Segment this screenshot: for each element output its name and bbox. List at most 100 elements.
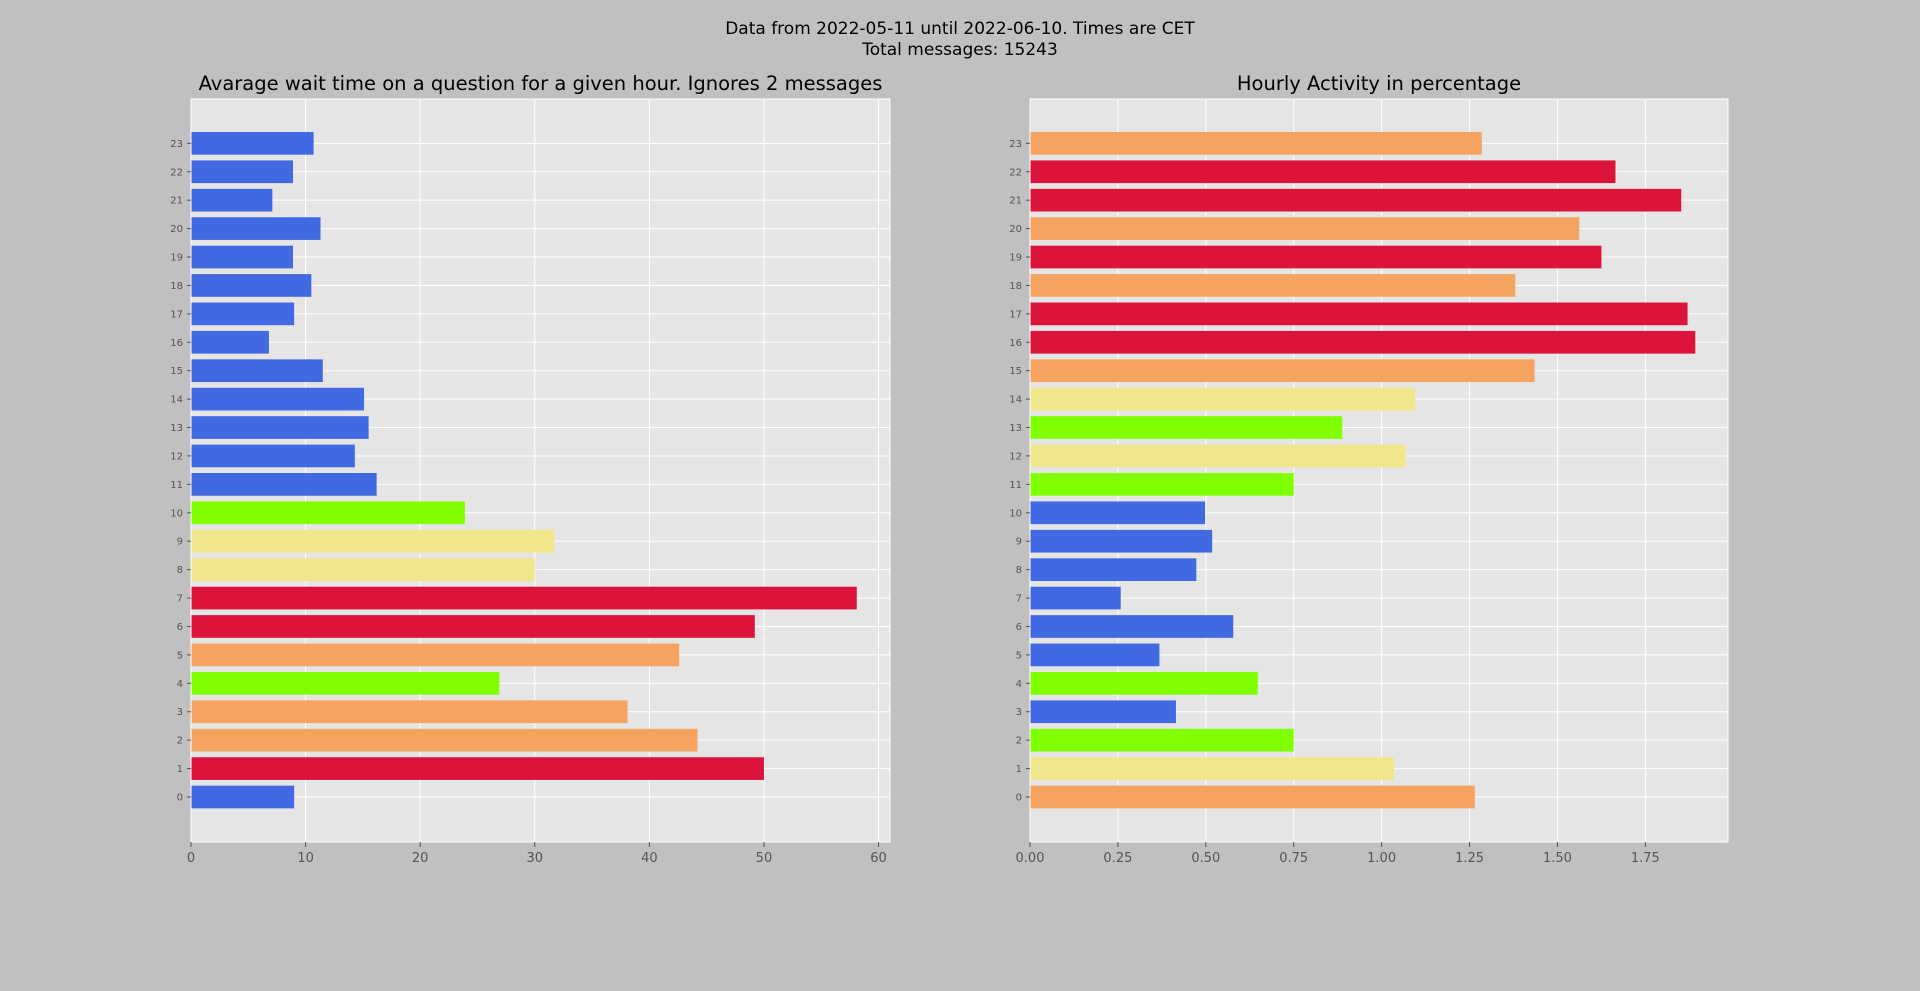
wait-ytick-label: 19 [170, 253, 183, 264]
wait-ytick-label: 11 [170, 480, 183, 491]
activity-bar-hour-2 [1030, 728, 1294, 752]
wait-bar-hour-17 [191, 302, 295, 326]
wait-axes-frame [190, 98, 891, 843]
wait-bar-hour-6 [191, 615, 755, 638]
wait-bar-hour-22 [191, 160, 293, 184]
wait-bar-hour-14 [191, 387, 365, 411]
activity-bar-hour-3 [1030, 700, 1176, 724]
wait-bar-hour-23 [191, 131, 314, 155]
activity-ytick-label: 22 [1009, 167, 1022, 178]
wait-ytick-label: 1 [177, 764, 183, 775]
activity-ytick-label: 14 [1009, 395, 1022, 406]
wait-ytick-label: 15 [170, 366, 183, 377]
wait-chart-title: Avarage wait time on a question for a gi… [199, 72, 883, 95]
activity-ytick-label: 13 [1009, 423, 1022, 434]
wait-xtick-label: 0 [187, 851, 195, 866]
wait-ytick-label: 9 [177, 537, 183, 548]
activity-ytick-label: 6 [1016, 622, 1022, 633]
wait-ytick-label: 18 [170, 281, 183, 292]
activity-ytick-label: 10 [1009, 508, 1022, 519]
activity-ytick-label: 21 [1009, 196, 1022, 207]
wait-ytick-label: 3 [177, 707, 183, 718]
wait-ytick-label: 21 [170, 196, 183, 207]
activity-ytick-label: 1 [1016, 764, 1022, 775]
activity-bar-hour-0 [1030, 785, 1475, 809]
suptitle-line-2: Total messages: 15243 [861, 40, 1058, 60]
activity-ytick-label: 16 [1009, 338, 1022, 349]
activity-bar-hour-22 [1030, 160, 1616, 184]
activity-bar-hour-17 [1030, 302, 1688, 326]
wait-xtick-label: 20 [412, 851, 429, 866]
activity-xtick-label: 0.50 [1191, 851, 1220, 866]
wait-bar-hour-8 [191, 558, 535, 581]
wait-ytick-label: 7 [177, 594, 183, 605]
wait-ytick-label: 10 [170, 508, 183, 519]
wait-bar-hour-2 [191, 728, 698, 752]
wait-xtick-label: 10 [297, 851, 314, 866]
activity-ytick-label: 3 [1016, 707, 1022, 718]
wait-xtick-label: 50 [756, 851, 773, 866]
activity-bar-hour-1 [1030, 757, 1394, 780]
wait-bar-hour-12 [191, 444, 355, 468]
wait-ytick-label: 12 [170, 451, 183, 462]
wait-xtick-label: 60 [870, 851, 887, 866]
activity-ytick-label: 18 [1009, 281, 1022, 292]
wait-ytick-label: 23 [170, 139, 183, 150]
activity-axes-frame [1029, 98, 1729, 843]
activity-bar-hour-21 [1030, 188, 1682, 212]
activity-bar-hour-10 [1030, 501, 1206, 525]
activity-bar-hour-23 [1030, 131, 1482, 155]
wait-ytick-label: 22 [170, 167, 183, 178]
activity-ytick-label: 17 [1009, 309, 1022, 320]
activity-bar-hour-8 [1030, 558, 1197, 581]
activity-bar-hour-16 [1030, 330, 1696, 354]
activity-bar-hour-5 [1030, 643, 1160, 667]
wait-bar-hour-1 [191, 757, 764, 780]
activity-bar-hour-11 [1030, 473, 1294, 496]
activity-ytick-label: 0 [1016, 793, 1022, 804]
wait-bar-hour-11 [191, 473, 377, 496]
activity-bar-hour-4 [1030, 671, 1258, 695]
activity-xtick-label: 1.50 [1543, 851, 1572, 866]
wait-bar-hour-9 [191, 529, 555, 553]
activity-xtick-label: 1.00 [1367, 851, 1396, 866]
wait-ytick-label: 6 [177, 622, 183, 633]
activity-xtick-label: 0.00 [1016, 851, 1045, 866]
wait-ytick-label: 4 [177, 679, 183, 690]
wait-bar-hour-18 [191, 274, 312, 297]
activity-xtick-label: 1.75 [1631, 851, 1660, 866]
activity-ytick-label: 4 [1016, 679, 1022, 690]
activity-ytick-label: 11 [1009, 480, 1022, 491]
wait-ytick-label: 13 [170, 423, 183, 434]
wait-ytick-label: 14 [170, 395, 183, 406]
activity-bar-hour-19 [1030, 245, 1602, 269]
wait-bar-hour-0 [191, 785, 295, 809]
activity-ytick-label: 15 [1009, 366, 1022, 377]
activity-bar-hour-6 [1030, 615, 1234, 638]
activity-xtick-label: 0.75 [1279, 851, 1308, 866]
wait-bar-hour-3 [191, 700, 628, 724]
wait-bar-hour-15 [191, 359, 323, 383]
wait-bar-hour-21 [191, 188, 273, 212]
wait-ytick-label: 5 [177, 650, 183, 661]
activity-xtick-label: 1.25 [1455, 851, 1484, 866]
wait-xtick-label: 30 [526, 851, 543, 866]
wait-xtick-label: 40 [641, 851, 658, 866]
activity-chart-title: Hourly Activity in percentage [1237, 72, 1521, 95]
wait-bar-hour-13 [191, 416, 369, 439]
wait-ytick-label: 20 [170, 224, 183, 235]
wait-bar-hour-7 [191, 586, 857, 610]
activity-ytick-label: 19 [1009, 253, 1022, 264]
activity-ytick-label: 12 [1009, 451, 1022, 462]
wait-bar-hour-5 [191, 643, 680, 667]
wait-bar-hour-19 [191, 245, 293, 269]
activity-bar-hour-14 [1030, 387, 1416, 411]
wait-ytick-label: 2 [177, 736, 183, 747]
wait-bar-hour-10 [191, 501, 465, 525]
wait-bar-hour-4 [191, 671, 500, 695]
activity-ytick-label: 5 [1016, 650, 1022, 661]
wait-ytick-label: 8 [177, 565, 183, 576]
activity-ytick-label: 2 [1016, 736, 1022, 747]
